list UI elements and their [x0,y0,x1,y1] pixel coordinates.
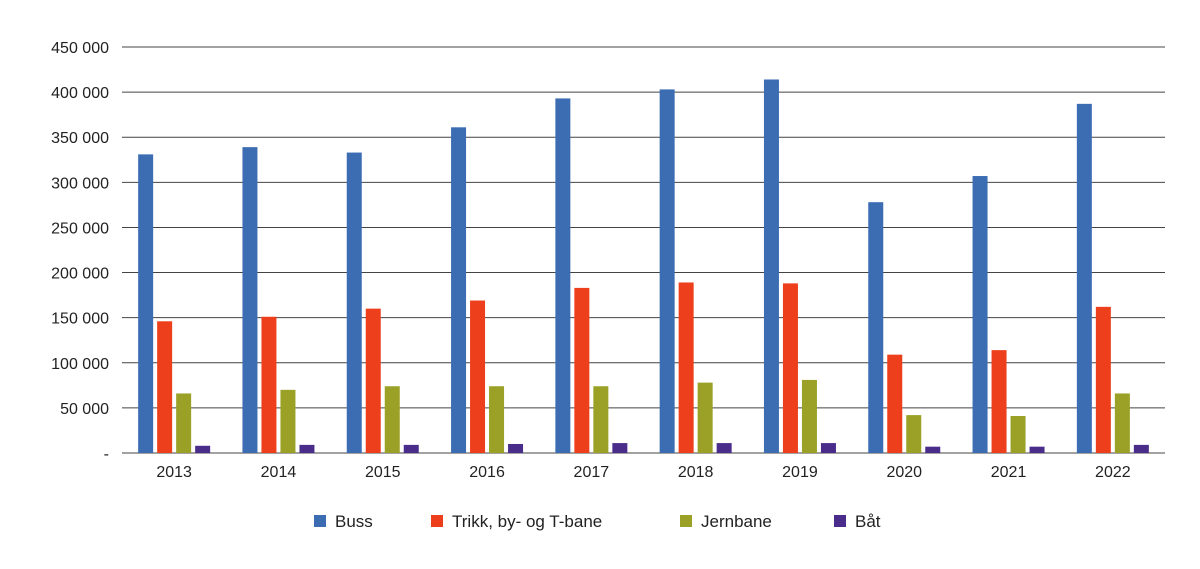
x-tick-label: 2018 [678,464,714,481]
bars [138,79,1149,454]
bar [801,379,817,453]
x-tick-label: 2020 [886,464,922,481]
bar [906,415,922,453]
bar [508,443,524,453]
gridlines [122,46,1165,454]
bar [782,283,798,453]
bar [593,386,609,453]
bar [299,444,315,453]
legend-item: Trikk, by- og T-bane [431,512,602,531]
bar [365,308,381,453]
bar [489,386,505,453]
bar [1114,393,1130,453]
bar [991,350,1007,453]
bar [1076,103,1092,453]
y-tick-label: 350 000 [51,130,109,147]
x-tick-label: 2014 [261,464,297,481]
y-tick-label: 50 000 [60,401,109,418]
x-tick-label: 2013 [156,464,192,481]
x-axis: 2013 2014 2015 2016 2017 2018 2019 2020 2021 2022 [156,464,1130,481]
bar [242,147,258,453]
y-tick-label: 150 000 [51,311,109,328]
bar [868,202,884,453]
bar [1029,446,1045,453]
bar [451,127,467,453]
x-tick-label: 2022 [1095,464,1131,481]
legend-item: Båt [834,512,881,531]
legend: Buss Trikk, by- og T-bane Jernbane Båt [314,512,881,531]
bar [678,282,694,453]
bar [195,445,211,453]
y-tick-label: 100 000 [51,356,109,373]
legend-label: Jernbane [701,512,772,531]
bar [887,354,903,453]
bar [280,389,296,453]
y-tick-label: 300 000 [51,175,109,192]
bar [1095,306,1111,453]
bar [763,79,779,453]
legend-swatch [834,515,846,527]
legend-item: Buss [314,512,373,531]
x-tick-label: 2019 [782,464,818,481]
y-tick-label: 400 000 [51,85,109,102]
bar [261,316,277,453]
y-tick-label: 200 000 [51,266,109,283]
y-axis: - 50 000 100 000 150 000 200 000 250 000 300 0… [51,40,109,463]
bar [697,382,713,453]
y-tick-label: - [104,446,109,463]
legend-swatch [680,515,692,527]
bar [138,154,154,453]
legend-label: Buss [335,512,373,531]
bar [612,443,628,453]
y-tick-label: 250 000 [51,220,109,237]
x-tick-label: 2017 [574,464,610,481]
x-tick-label: 2016 [469,464,505,481]
legend-label: Båt [855,512,881,531]
legend-label: Trikk, by- og T-bane [452,512,602,531]
bar [574,287,590,453]
legend-swatch [431,515,443,527]
bar [403,444,419,453]
bar [716,443,732,453]
bar [470,300,486,453]
bar [925,446,941,453]
bar [346,152,362,453]
bar [972,176,988,454]
x-tick-label: 2015 [365,464,401,481]
bar [820,443,836,453]
bar [1133,444,1149,453]
bar [176,393,192,453]
bar [157,321,173,453]
bar [1010,416,1026,453]
bar [659,89,675,453]
bar [555,98,571,453]
bar [384,386,400,453]
y-tick-label: 450 000 [51,40,109,57]
legend-swatch [314,515,326,527]
legend-item: Jernbane [680,512,772,531]
x-tick-label: 2021 [991,464,1027,481]
